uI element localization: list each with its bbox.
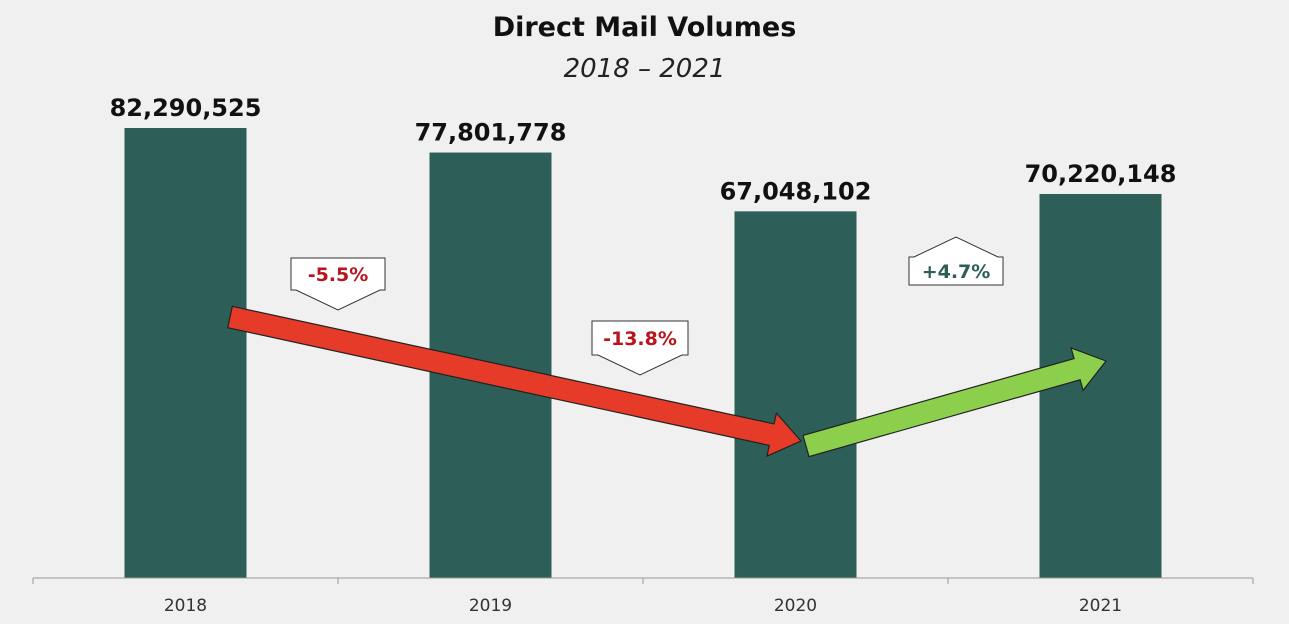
bar-2018 (124, 128, 247, 578)
bar-2020 (734, 211, 857, 579)
x-tick-label: 2019 (469, 596, 512, 616)
change-callout-label: -13.8% (603, 328, 677, 350)
change-callout-box (290, 257, 386, 311)
change-callout-box (591, 320, 689, 376)
x-tick-label: 2020 (774, 596, 817, 616)
change-callout-box (908, 236, 1004, 286)
bar-value-label: 77,801,778 (415, 119, 567, 147)
decline-arrow (226, 305, 802, 458)
change-callout-label: -5.5% (308, 264, 369, 286)
x-tick-label: 2021 (1079, 596, 1122, 616)
growth-arrow (802, 347, 1107, 458)
chart-title: Direct Mail Volumes (492, 12, 797, 43)
bar-value-label: 67,048,102 (720, 177, 872, 205)
x-tick-label: 2018 (164, 596, 207, 616)
bar-value-label: 82,290,525 (110, 94, 262, 122)
change-callout-label: +4.7% (922, 261, 991, 283)
bar-value-label: 70,220,148 (1025, 160, 1177, 188)
chart-subtitle: 2018 – 2021 (563, 54, 726, 84)
